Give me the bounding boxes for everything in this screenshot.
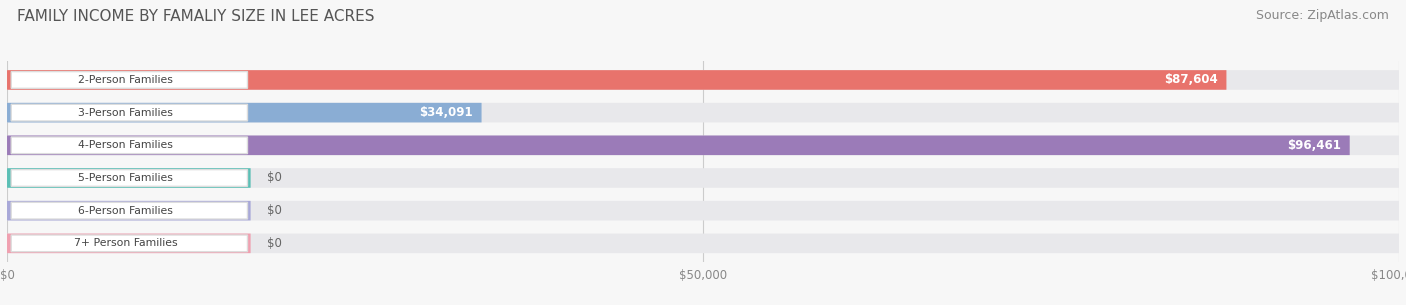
Text: 5-Person Families: 5-Person Families — [79, 173, 173, 183]
FancyBboxPatch shape — [7, 168, 250, 188]
FancyBboxPatch shape — [11, 202, 247, 219]
Text: 2-Person Families: 2-Person Families — [79, 75, 173, 85]
Text: $0: $0 — [267, 204, 283, 217]
FancyBboxPatch shape — [11, 72, 247, 88]
FancyBboxPatch shape — [7, 234, 1399, 253]
Text: Source: ZipAtlas.com: Source: ZipAtlas.com — [1256, 9, 1389, 22]
Text: $0: $0 — [267, 237, 283, 250]
Text: 6-Person Families: 6-Person Families — [79, 206, 173, 216]
Text: FAMILY INCOME BY FAMALIY SIZE IN LEE ACRES: FAMILY INCOME BY FAMALIY SIZE IN LEE ACR… — [17, 9, 374, 24]
Text: 4-Person Families: 4-Person Families — [79, 140, 173, 150]
FancyBboxPatch shape — [7, 168, 1399, 188]
FancyBboxPatch shape — [7, 103, 1399, 122]
FancyBboxPatch shape — [11, 104, 247, 121]
Text: 7+ Person Families: 7+ Person Families — [75, 238, 177, 248]
FancyBboxPatch shape — [7, 201, 250, 221]
Text: 3-Person Families: 3-Person Families — [79, 108, 173, 118]
FancyBboxPatch shape — [7, 201, 1399, 221]
Text: $0: $0 — [267, 171, 283, 185]
Text: $34,091: $34,091 — [419, 106, 474, 119]
FancyBboxPatch shape — [11, 170, 247, 186]
Text: $96,461: $96,461 — [1288, 139, 1341, 152]
FancyBboxPatch shape — [7, 234, 250, 253]
FancyBboxPatch shape — [7, 135, 1350, 155]
FancyBboxPatch shape — [11, 137, 247, 154]
FancyBboxPatch shape — [7, 70, 1226, 90]
Text: $87,604: $87,604 — [1164, 74, 1218, 86]
FancyBboxPatch shape — [7, 103, 482, 122]
FancyBboxPatch shape — [11, 235, 247, 252]
FancyBboxPatch shape — [7, 135, 1399, 155]
FancyBboxPatch shape — [7, 70, 1399, 90]
